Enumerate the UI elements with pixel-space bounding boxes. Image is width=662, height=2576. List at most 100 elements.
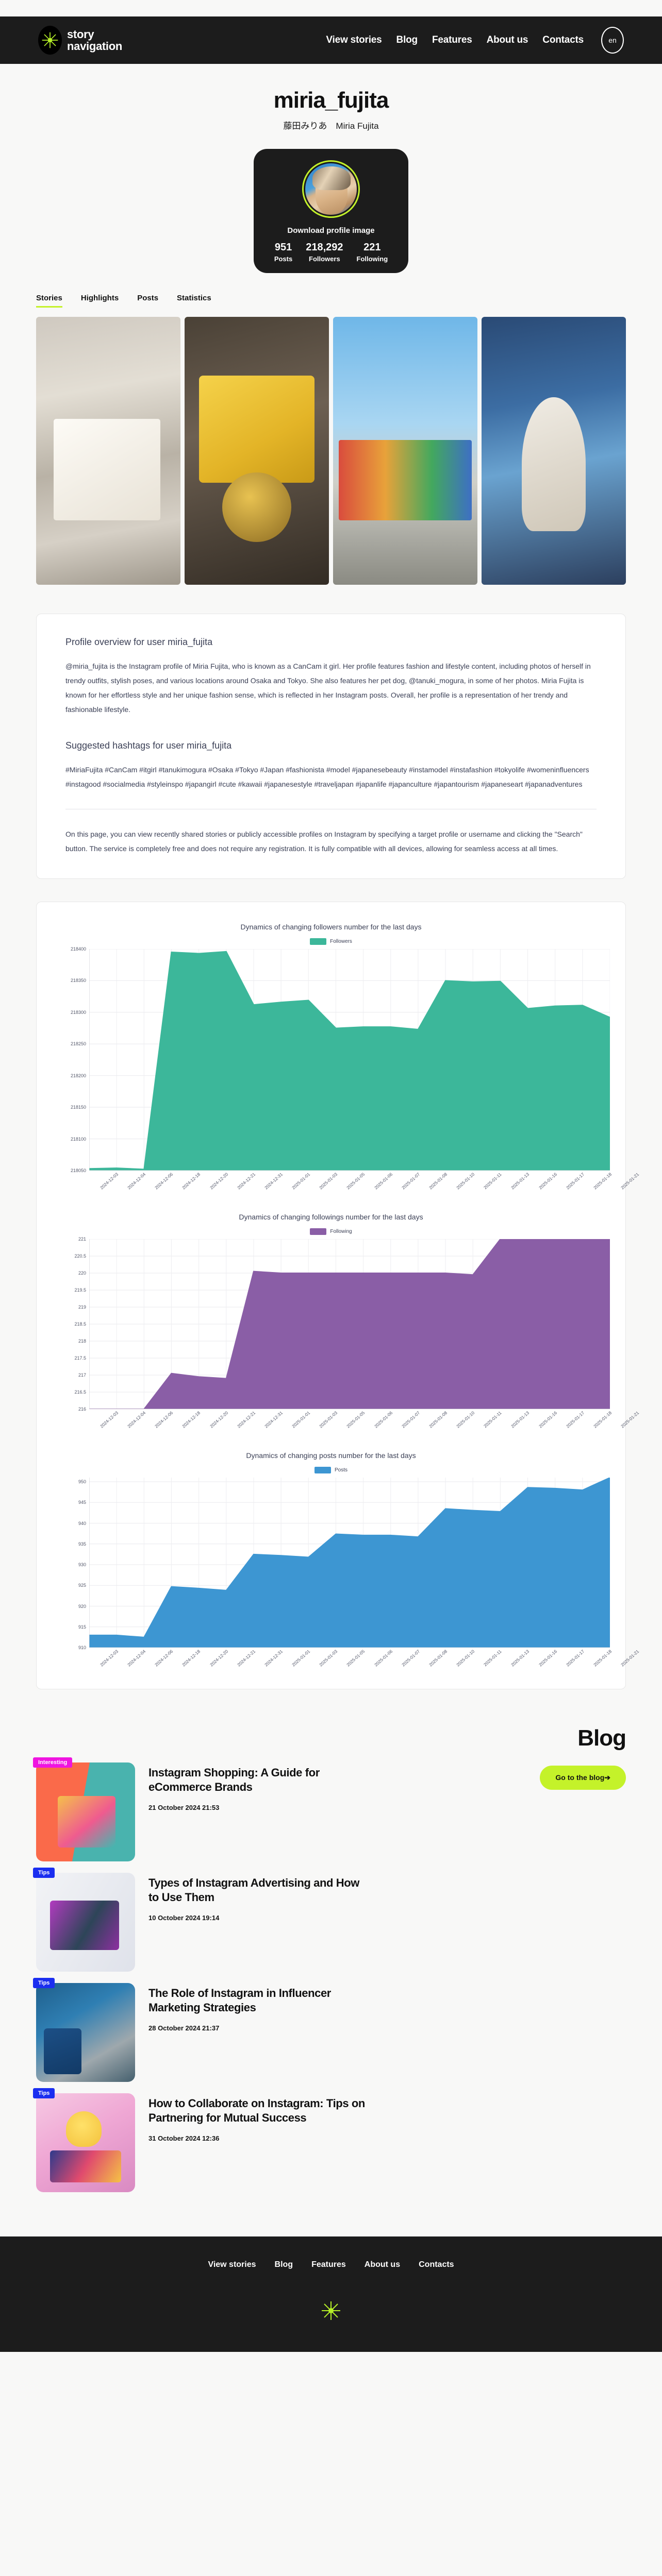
stat-following-label: Following: [356, 255, 388, 263]
x-tick-label: 2025-01-08: [428, 1410, 449, 1429]
chart-y-axis: 216 216.5 217 217.5 218 218.5 219 219.5 220 220.5…: [52, 1236, 89, 1412]
stat-following: 221 Following: [357, 242, 388, 263]
x-tick-label: 2025-01-21: [620, 1172, 640, 1191]
y-tick-label: 218.5: [74, 1321, 86, 1327]
blog-post-date: 10 October 2024 19:14: [148, 1914, 220, 1922]
footer-link-about-us[interactable]: About us: [364, 2260, 401, 2269]
story-thumbnail[interactable]: [36, 317, 180, 585]
footer-link-view-stories[interactable]: View stories: [208, 2260, 256, 2269]
story-thumbnail[interactable]: [185, 317, 329, 585]
y-tick-label: 950: [78, 1479, 86, 1485]
blog-post-title[interactable]: The Role of Instagram in Influencer Mark…: [148, 1987, 331, 2014]
blog-thumb-wrap: Tips: [33, 1978, 135, 2082]
blog-post-title[interactable]: How to Collaborate on Instagram: Tips on…: [148, 2097, 365, 2125]
go-to-blog-button[interactable]: Go to the blog➔: [540, 1766, 626, 1790]
tab-stories[interactable]: Stories: [36, 294, 62, 308]
x-tick-label: 2025-01-03: [318, 1172, 339, 1191]
nav-item-blog[interactable]: Blog: [396, 35, 418, 45]
profile-tabs: Stories Highlights Posts Statistics: [0, 294, 662, 308]
y-tick-label: 218150: [70, 1105, 86, 1110]
nav-item-contacts[interactable]: Contacts: [542, 35, 584, 45]
stat-following-value: 221: [363, 242, 381, 253]
x-tick-label: 2025-01-07: [400, 1649, 421, 1668]
blog-heading: Blog: [577, 1725, 626, 1751]
x-tick-label: 2025-01-17: [565, 1649, 585, 1668]
footer-logo[interactable]: [0, 2300, 662, 2321]
y-tick-label: 217.5: [74, 1355, 86, 1361]
x-tick-label: 2024-12-20: [208, 1172, 229, 1191]
chart-y-axis: 910 915 920 925 930 935 940 945 950: [52, 1478, 89, 1650]
x-tick-label: 2025-01-08: [428, 1649, 449, 1668]
y-tick-label: 219: [78, 1304, 86, 1310]
x-tick-label: 2024-12-03: [99, 1172, 120, 1191]
x-tick-label: 2024-12-18: [181, 1410, 202, 1429]
hashtags-title: Suggested hashtags for user miria_fujita: [65, 740, 232, 751]
x-tick-label: 2025-01-16: [537, 1410, 558, 1429]
blog-thumbnail[interactable]: [36, 1762, 135, 1861]
story-thumbnail[interactable]: [482, 317, 626, 585]
chart-title: Dynamics of changing followings number f…: [239, 1213, 423, 1221]
x-tick-label: 2025-01-11: [483, 1172, 503, 1191]
legend-label: Following: [330, 1229, 352, 1234]
blog-post-body: Instagram Shopping: A Guide for eCommerc…: [148, 1762, 526, 1811]
blog-thumbnail[interactable]: [36, 2093, 135, 2192]
y-tick-label: 218400: [70, 946, 86, 952]
legend-swatch: [314, 1467, 331, 1473]
site-logo[interactable]: story navigation: [38, 26, 122, 55]
sparkle-icon: [38, 26, 62, 55]
footer-link-contacts[interactable]: Contacts: [419, 2260, 454, 2269]
x-tick-label: 2024-12-18: [181, 1172, 202, 1191]
profile-section: miria_fujita 藤田みりあ Miria Fujita Download…: [0, 64, 662, 273]
y-tick-label: 218: [78, 1338, 86, 1344]
story-thumbnail[interactable]: [333, 317, 477, 585]
blog-post-row: Tips The Role of Instagram in Influencer…: [0, 1972, 662, 2082]
blog-post-body: How to Collaborate on Instagram: Tips on…: [148, 2093, 626, 2142]
footer-link-features[interactable]: Features: [311, 2260, 346, 2269]
y-tick-label: 910: [78, 1645, 86, 1650]
logo-line-2: navigation: [67, 40, 123, 53]
chart-legend: Following: [52, 1228, 610, 1235]
profile-fullname: 藤田みりあ Miria Fujita: [283, 121, 379, 131]
overview-title: Profile overview for user miria_fujita: [65, 637, 213, 647]
tab-highlights[interactable]: Highlights: [80, 294, 119, 302]
sparkle-icon: [322, 2301, 340, 2320]
hashtags-text: #MiriaFujita #CanCam #itgirl #tanukimogu…: [65, 766, 589, 788]
nav-item-about-us[interactable]: About us: [486, 35, 528, 45]
site-header: story navigation View stories Blog Featu…: [0, 16, 662, 64]
nav-item-view-stories[interactable]: View stories: [326, 35, 382, 45]
x-tick-label: 2025-01-17: [565, 1410, 585, 1429]
legend-swatch: [310, 1228, 327, 1235]
blog-post-row: Tips Types of Instagram Advertising and …: [0, 1861, 662, 1972]
x-tick-label: 2025-01-18: [592, 1172, 613, 1191]
page-title: miria_fujita: [273, 88, 389, 113]
tab-statistics[interactable]: Statistics: [177, 294, 211, 302]
chart-title: Dynamics of changing posts number for th…: [246, 1451, 416, 1460]
blog-post-title[interactable]: Types of Instagram Advertising and How t…: [148, 1876, 359, 1904]
x-tick-label: 2024-12-21: [236, 1410, 256, 1429]
x-tick-label: 2024-12-20: [208, 1649, 229, 1668]
chart-x-axis: 2024-12-03 2024-12-04 2024-12-06 2024-12-18…: [89, 1409, 640, 1441]
nav-item-features[interactable]: Features: [432, 35, 472, 45]
chart-x-axis: 2024-12-03 2024-12-04 2024-12-06 2024-12-18…: [89, 1648, 640, 1680]
x-tick-label: 2025-01-13: [510, 1649, 531, 1668]
blog-post-title[interactable]: Instagram Shopping: A Guide for eCommerc…: [148, 1766, 320, 1794]
blog-tag: Interesting: [33, 1757, 73, 1768]
footer-link-blog[interactable]: Blog: [274, 2260, 293, 2269]
tab-posts[interactable]: Posts: [137, 294, 159, 302]
y-tick-label: 218300: [70, 1009, 86, 1015]
stat-posts-value: 951: [274, 242, 292, 253]
x-tick-label: 2025-01-10: [455, 1649, 476, 1668]
blog-post-date: 31 October 2024 12:36: [148, 2134, 220, 2143]
blog-thumb-wrap: Tips: [33, 1868, 135, 1972]
language-switcher[interactable]: en: [601, 27, 624, 54]
y-tick-label: 217: [78, 1372, 86, 1378]
footer-nav: View stories Blog Features About us Cont…: [0, 2260, 662, 2269]
y-tick-label: 218350: [70, 978, 86, 984]
x-tick-label: 2025-01-07: [400, 1410, 421, 1429]
blog-tag: Tips: [33, 1978, 55, 1988]
y-tick-label: 930: [78, 1562, 86, 1568]
blog-thumbnail[interactable]: [36, 1873, 135, 1972]
blog-thumbnail[interactable]: [36, 1983, 135, 2082]
download-profile-image-link[interactable]: Download profile image: [287, 226, 375, 235]
overview-footnote: On this page, you can view recently shar…: [65, 830, 583, 853]
